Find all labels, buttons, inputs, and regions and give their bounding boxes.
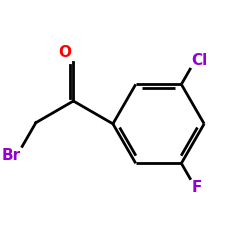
Text: O: O bbox=[58, 45, 71, 60]
Text: Br: Br bbox=[2, 148, 21, 162]
Text: Cl: Cl bbox=[191, 53, 208, 68]
Text: F: F bbox=[191, 180, 202, 195]
